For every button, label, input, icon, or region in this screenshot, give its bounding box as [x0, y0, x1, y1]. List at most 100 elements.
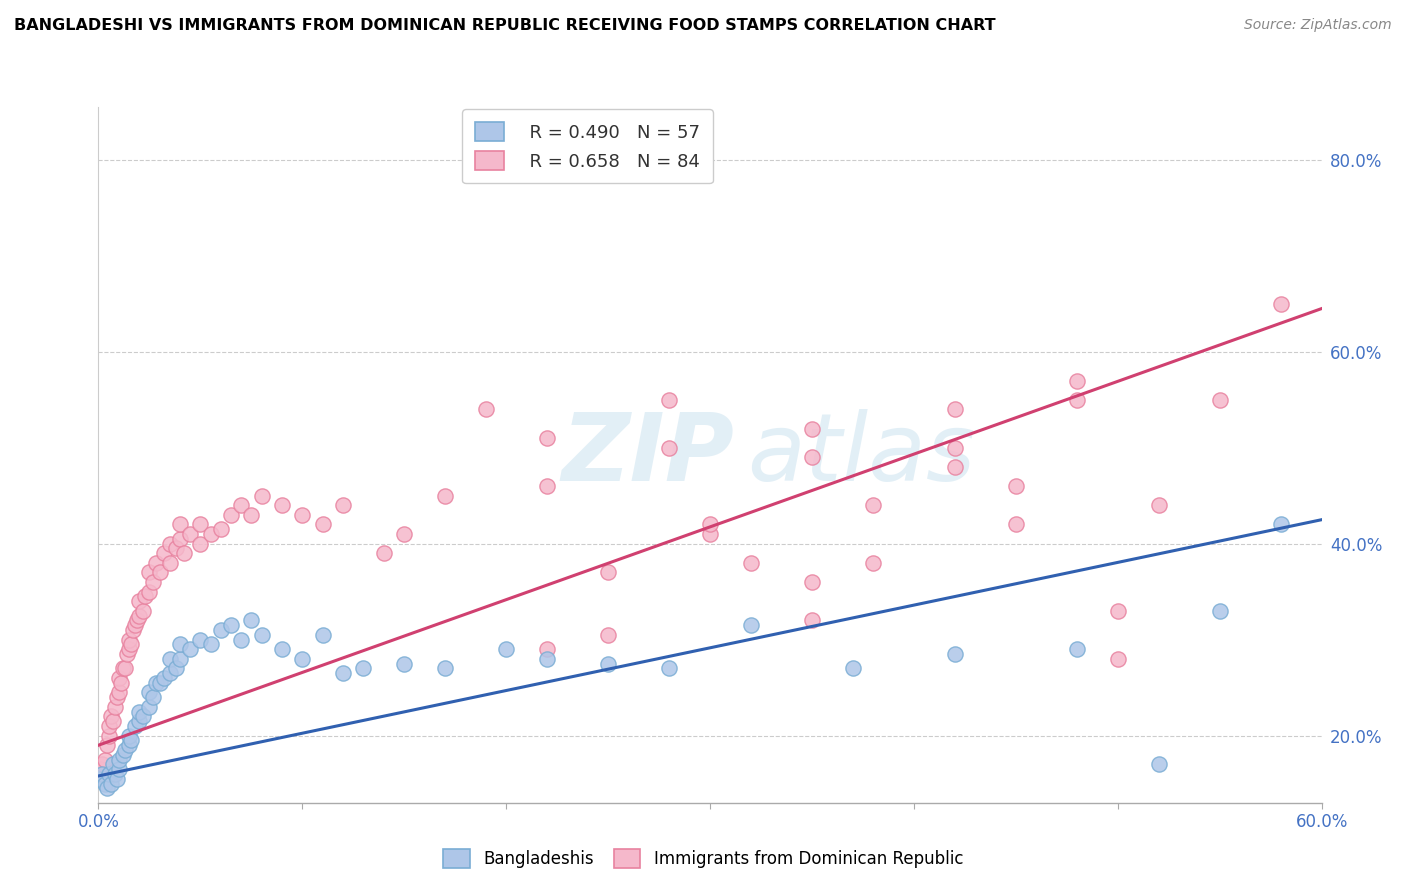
Point	[105, 690, 128, 705]
Point	[188, 517, 212, 532]
Point	[219, 508, 242, 522]
Point	[740, 556, 762, 570]
Point	[240, 614, 263, 628]
Point	[943, 441, 966, 455]
Point	[474, 402, 498, 417]
Legend: Bangladeshis, Immigrants from Dominican Republic: Bangladeshis, Immigrants from Dominican …	[436, 843, 970, 875]
Point	[179, 642, 201, 657]
Text: Source: ZipAtlas.com: Source: ZipAtlas.com	[1244, 18, 1392, 32]
Point	[801, 450, 824, 465]
Point	[100, 709, 122, 723]
Point	[87, 772, 110, 786]
Point	[159, 652, 181, 666]
Point	[132, 604, 155, 618]
Point	[128, 705, 150, 719]
Point	[188, 537, 212, 551]
Point	[89, 762, 111, 776]
Point	[1066, 374, 1088, 388]
Point	[108, 671, 131, 685]
Point	[169, 652, 191, 666]
Point	[862, 498, 884, 512]
Point	[1066, 642, 1088, 657]
Point	[740, 618, 762, 632]
Point	[169, 532, 191, 546]
Point	[536, 642, 558, 657]
Point	[111, 661, 134, 675]
Point	[87, 767, 110, 781]
Point	[1270, 517, 1292, 532]
Point	[801, 421, 824, 435]
Legend:   R = 0.490   N = 57,   R = 0.658   N = 84: R = 0.490 N = 57, R = 0.658 N = 84	[463, 109, 713, 183]
Point	[179, 527, 201, 541]
Point	[159, 556, 181, 570]
Point	[495, 642, 517, 657]
Point	[862, 556, 884, 570]
Point	[1066, 392, 1088, 407]
Point	[598, 628, 620, 642]
Point	[250, 489, 273, 503]
Point	[658, 392, 681, 407]
Point	[122, 623, 145, 637]
Point	[91, 767, 114, 781]
Point	[270, 642, 294, 657]
Point	[699, 517, 721, 532]
Point	[291, 652, 314, 666]
Point	[97, 729, 120, 743]
Point	[152, 546, 174, 560]
Point	[841, 661, 863, 675]
Point	[1004, 479, 1026, 493]
Point	[114, 743, 136, 757]
Point	[219, 618, 242, 632]
Point	[943, 402, 966, 417]
Point	[598, 657, 620, 671]
Point	[188, 632, 212, 647]
Point	[118, 729, 141, 743]
Point	[138, 584, 160, 599]
Point	[127, 614, 149, 628]
Point	[128, 594, 150, 608]
Point	[1107, 652, 1129, 666]
Point	[145, 556, 167, 570]
Point	[111, 747, 134, 762]
Point	[536, 431, 558, 445]
Point	[434, 661, 457, 675]
Point	[658, 441, 681, 455]
Point	[231, 632, 253, 647]
Point	[1147, 757, 1170, 772]
Point	[101, 757, 124, 772]
Point	[120, 733, 142, 747]
Point	[598, 566, 620, 580]
Point	[118, 642, 141, 657]
Point	[142, 575, 165, 590]
Point	[373, 546, 395, 560]
Point	[104, 699, 127, 714]
Text: atlas: atlas	[747, 409, 974, 500]
Text: ZIP: ZIP	[561, 409, 734, 501]
Point	[132, 709, 155, 723]
Point	[152, 671, 174, 685]
Point	[658, 661, 681, 675]
Point	[96, 738, 118, 752]
Point	[134, 590, 156, 604]
Point	[118, 632, 141, 647]
Point	[120, 637, 142, 651]
Point	[124, 719, 146, 733]
Point	[124, 618, 146, 632]
Point	[128, 608, 150, 623]
Point	[250, 628, 273, 642]
Point	[165, 661, 187, 675]
Point	[108, 753, 131, 767]
Point	[96, 781, 118, 796]
Point	[312, 517, 335, 532]
Point	[270, 498, 294, 512]
Point	[105, 772, 128, 786]
Point	[536, 652, 558, 666]
Point	[110, 676, 132, 690]
Point	[434, 489, 457, 503]
Point	[801, 614, 824, 628]
Point	[291, 508, 314, 522]
Point	[173, 546, 195, 560]
Point	[104, 767, 127, 781]
Point	[149, 566, 172, 580]
Point	[231, 498, 253, 512]
